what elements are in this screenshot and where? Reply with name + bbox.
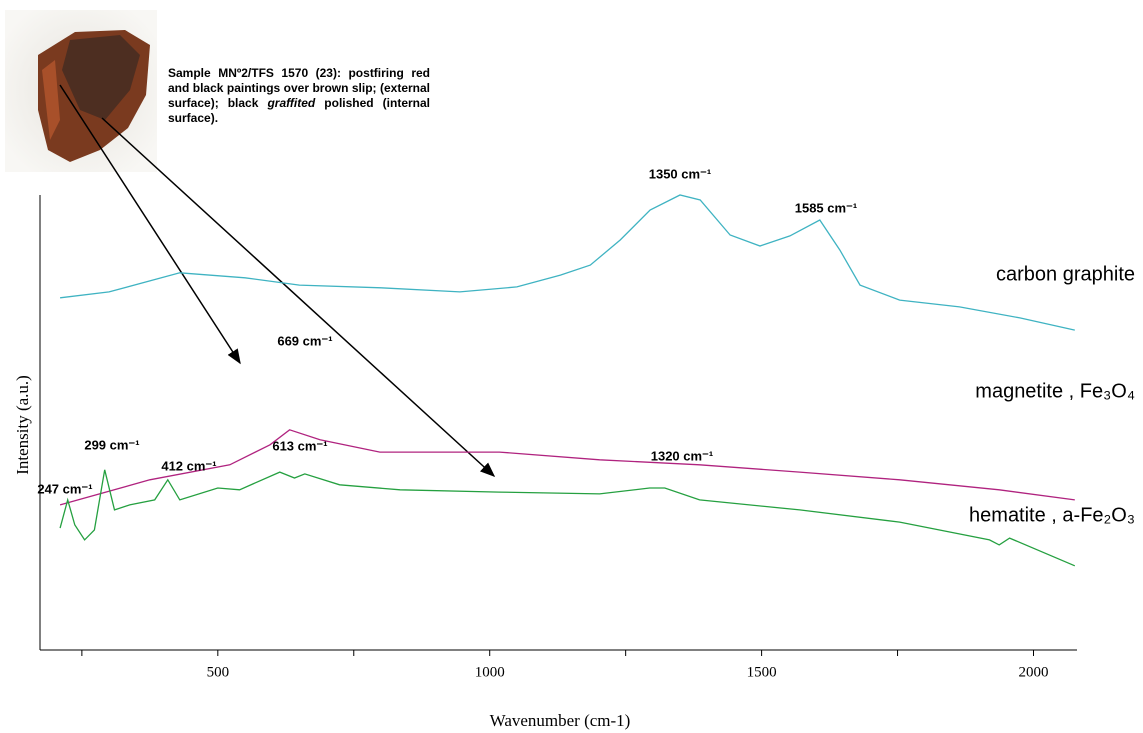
peak-label: 1585 cm⁻¹ — [795, 200, 858, 215]
peak-label: 1320 cm⁻¹ — [651, 448, 714, 463]
spectrum-line — [59, 429, 1075, 506]
peak-label: 613 cm⁻¹ — [272, 438, 327, 453]
peak-label: 1350 cm⁻¹ — [649, 166, 712, 181]
series-label: hematite , a-Fe₂O₃ — [969, 504, 1135, 526]
y-axis-label: Intensity (a.u.) — [13, 375, 32, 475]
peak-label: 669 cm⁻¹ — [277, 333, 332, 348]
x-axis-label: Wavenumber (cm-1) — [490, 711, 631, 730]
note-text: Sample MNº2/TFS 1570 (23): postfiring re… — [168, 66, 430, 110]
spectrum-line — [59, 469, 1076, 567]
peak-label: 247 cm⁻¹ — [37, 481, 92, 496]
x-tick-label: 2000 — [1018, 664, 1048, 680]
note-emphasis: graffited — [267, 96, 316, 110]
x-tick-label: 500 — [207, 664, 230, 680]
arrow — [101, 117, 496, 478]
note-text: polished (internal surface). — [168, 96, 430, 125]
x-tick-label: 1000 — [475, 664, 505, 680]
x-tick-label: 1500 — [747, 664, 777, 680]
series-label: magnetite , Fe₃O₄ — [975, 380, 1135, 402]
sample-note: Sample MNº2/TFS 1570 (23): postfiring re… — [168, 66, 430, 126]
sample-dark-area — [62, 35, 140, 120]
spectrum-line — [60, 194, 1075, 331]
series-label: carbon graphite — [996, 263, 1135, 285]
arrow — [59, 84, 241, 365]
sample-red-area — [42, 60, 60, 140]
peak-label: 299 cm⁻¹ — [84, 437, 139, 452]
peak-label: 412 cm⁻¹ — [161, 458, 216, 473]
